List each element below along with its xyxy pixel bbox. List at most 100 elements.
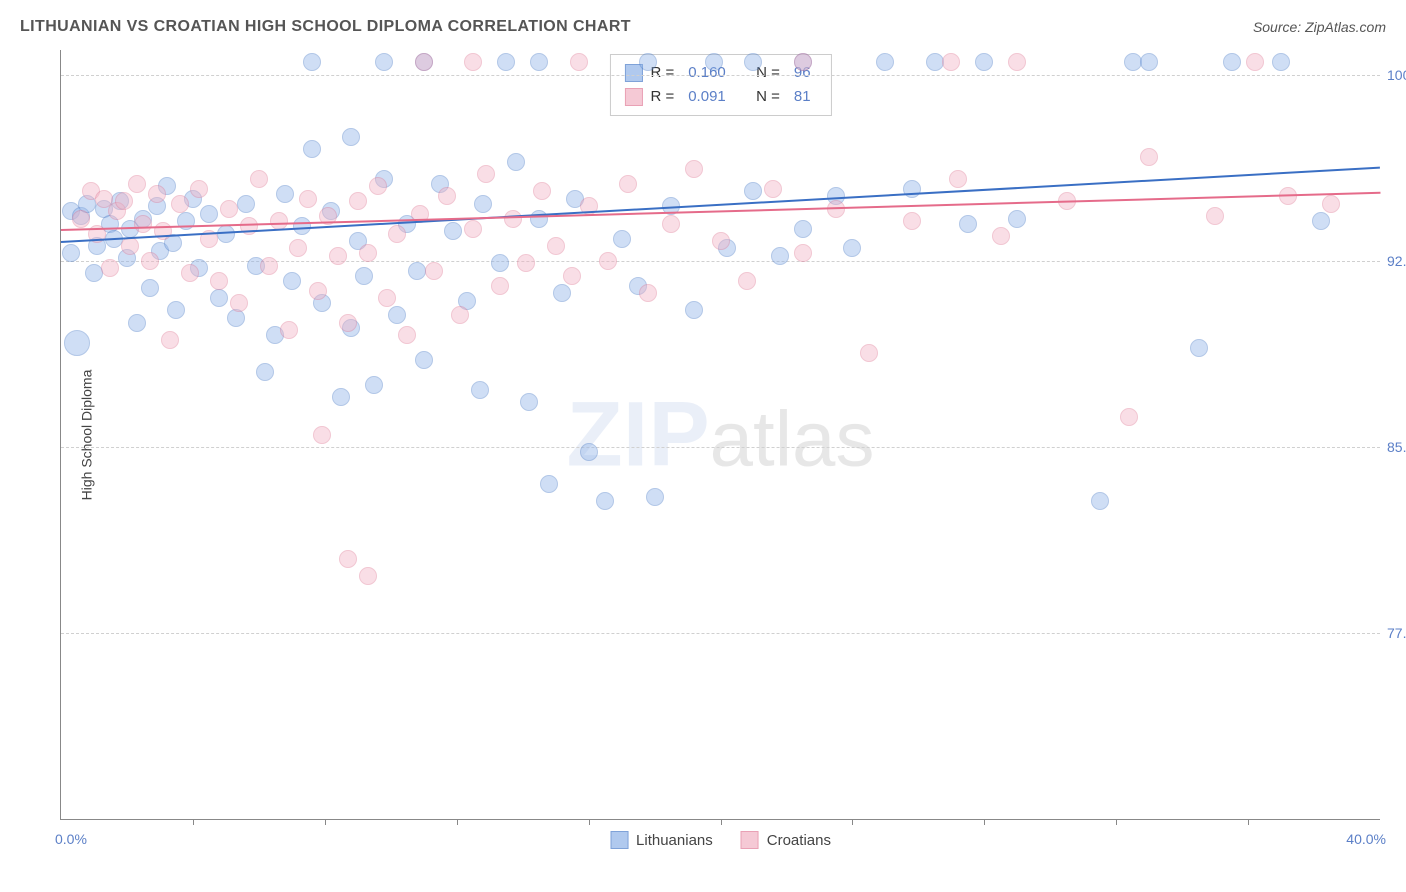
data-point <box>349 192 367 210</box>
data-point <box>1008 53 1026 71</box>
data-point <box>497 53 515 71</box>
chart-title: LITHUANIAN VS CROATIAN HIGH SCHOOL DIPLO… <box>20 18 631 36</box>
data-point <box>250 170 268 188</box>
data-point <box>540 475 558 493</box>
data-point <box>1322 195 1340 213</box>
data-point <box>596 492 614 510</box>
data-point <box>303 53 321 71</box>
x-tick-mark <box>193 819 194 825</box>
data-point <box>1272 53 1290 71</box>
data-point <box>464 220 482 238</box>
data-point <box>738 272 756 290</box>
x-tick-mark <box>457 819 458 825</box>
data-point <box>639 284 657 302</box>
data-point <box>570 53 588 71</box>
data-point <box>959 215 977 233</box>
data-point <box>359 567 377 585</box>
data-point <box>181 264 199 282</box>
data-point <box>533 182 551 200</box>
trend-line <box>61 191 1380 230</box>
data-point <box>942 53 960 71</box>
data-point <box>369 177 387 195</box>
data-point <box>359 244 377 262</box>
data-point <box>1190 339 1208 357</box>
data-point <box>646 488 664 506</box>
data-point <box>477 165 495 183</box>
data-point <box>563 267 581 285</box>
data-point <box>547 237 565 255</box>
data-point <box>230 294 248 312</box>
data-point <box>507 153 525 171</box>
data-point <box>339 550 357 568</box>
data-point <box>200 205 218 223</box>
n-value: 81 <box>794 85 811 109</box>
legend-swatch <box>610 831 628 849</box>
data-point <box>444 222 462 240</box>
data-point <box>843 239 861 257</box>
data-point <box>342 128 360 146</box>
data-point <box>1091 492 1109 510</box>
data-point <box>1120 408 1138 426</box>
n-label: N = <box>756 85 780 109</box>
x-tick-mark <box>325 819 326 825</box>
data-point <box>148 185 166 203</box>
data-point <box>1246 53 1264 71</box>
data-point <box>504 210 522 228</box>
watermark: ZIPatlas <box>567 382 875 487</box>
data-point <box>1223 53 1241 71</box>
data-point <box>280 321 298 339</box>
data-point <box>425 262 443 280</box>
data-point <box>876 53 894 71</box>
x-tick-mark <box>852 819 853 825</box>
data-point <box>415 53 433 71</box>
data-point <box>388 225 406 243</box>
data-point <box>62 244 80 262</box>
data-point <box>121 237 139 255</box>
data-point <box>289 239 307 257</box>
data-point <box>438 187 456 205</box>
data-point <box>744 182 762 200</box>
data-point <box>398 326 416 344</box>
data-point <box>517 254 535 272</box>
data-point <box>949 170 967 188</box>
series-legend: LithuaniansCroatians <box>610 831 831 849</box>
data-point <box>332 388 350 406</box>
data-point <box>520 393 538 411</box>
data-point <box>451 306 469 324</box>
data-point <box>85 264 103 282</box>
data-point <box>662 215 680 233</box>
data-point <box>794 244 812 262</box>
data-point <box>161 331 179 349</box>
legend-label: Croatians <box>767 832 831 849</box>
legend-item: Croatians <box>741 831 831 849</box>
data-point <box>101 259 119 277</box>
data-point <box>794 220 812 238</box>
data-point <box>464 53 482 71</box>
data-point <box>1008 210 1026 228</box>
data-point <box>339 314 357 332</box>
data-point <box>167 301 185 319</box>
y-tick-label: 85.0% <box>1387 439 1406 455</box>
r-label: R = <box>650 85 674 109</box>
data-point <box>256 363 274 381</box>
data-point <box>685 301 703 319</box>
data-point <box>415 351 433 369</box>
x-tick-mark <box>721 819 722 825</box>
data-point <box>309 282 327 300</box>
data-point <box>329 247 347 265</box>
chart-header: LITHUANIAN VS CROATIAN HIGH SCHOOL DIPLO… <box>20 18 1386 36</box>
x-axis-min-label: 0.0% <box>55 831 87 847</box>
data-point <box>580 443 598 461</box>
data-point <box>283 272 301 290</box>
data-point <box>134 215 152 233</box>
data-point <box>72 210 90 228</box>
gridline <box>61 633 1380 634</box>
gridline <box>61 75 1380 76</box>
data-point <box>474 195 492 213</box>
data-point <box>860 344 878 362</box>
data-point <box>471 381 489 399</box>
x-tick-mark <box>1248 819 1249 825</box>
data-point <box>1140 148 1158 166</box>
chart-source: Source: ZipAtlas.com <box>1253 19 1386 35</box>
data-point <box>299 190 317 208</box>
